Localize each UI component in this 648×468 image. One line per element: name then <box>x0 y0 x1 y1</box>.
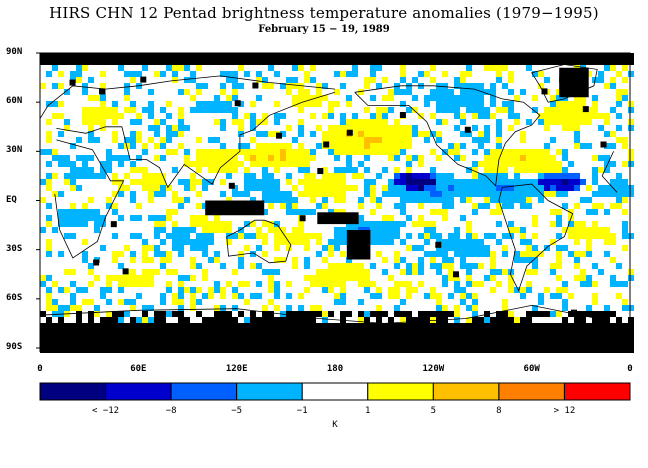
y-tick-label: 60N <box>6 96 23 107</box>
x-tick-label: 60W <box>523 364 540 374</box>
coastline-7 <box>39 304 598 324</box>
colorbar-swatch <box>236 382 303 401</box>
y-tick-label: EQ <box>6 194 17 205</box>
axis-ticks <box>36 52 631 352</box>
colorbar-label: 5 <box>430 406 437 416</box>
chart-subtitle: February 15 − 19, 1989 <box>258 24 390 35</box>
colorbar-label: −8 <box>165 406 177 416</box>
colorbar-swatch <box>105 382 172 401</box>
x-tick-label: 0 <box>37 364 43 374</box>
colorbar-swatch <box>432 382 500 401</box>
y-tick-label: 30S <box>6 243 23 254</box>
colorbar-label: 1 <box>365 406 371 416</box>
coastline-5 <box>498 183 574 292</box>
x-tick-label: 180 <box>326 364 344 374</box>
coastline-1 <box>56 91 336 189</box>
colorbar-label: −5 <box>231 406 243 416</box>
x-tick-label: 60E <box>130 364 147 374</box>
coastline-0 <box>54 139 618 259</box>
colorbar-swatch <box>563 382 631 401</box>
y-tick-label: 90S <box>6 342 23 352</box>
colorbar-swatch <box>170 382 238 401</box>
colorbar-unit: K <box>332 420 338 430</box>
colorbar-label: < −12 <box>92 406 120 416</box>
y-tick-label: 30N <box>6 145 23 156</box>
colorbar-swatch <box>498 382 565 401</box>
x-tick-label: 120E <box>225 364 248 374</box>
colorbar-label: 8 <box>496 406 502 416</box>
y-tick-label: 90N <box>6 47 23 57</box>
x-tick-label: 120W <box>422 364 445 374</box>
colorbar-swatch <box>39 382 107 401</box>
colorbar-label: > 12 <box>553 406 576 416</box>
coastline-2 <box>39 75 336 119</box>
colorbar-label: −1 <box>296 406 308 416</box>
coastline-6 <box>531 64 598 103</box>
anomaly-field <box>40 53 634 353</box>
x-tick-label: 0 <box>627 364 633 374</box>
colorbar-swatch <box>367 382 434 401</box>
colorbar <box>39 382 631 401</box>
coastline-3 <box>226 219 292 264</box>
coastline-4 <box>354 85 541 187</box>
chart-title: HIRS CHN 12 Pentad brightness temperatur… <box>49 4 599 22</box>
colorbar-swatch <box>301 382 369 401</box>
y-tick-label: 60S <box>6 292 23 303</box>
coastlines <box>39 64 618 324</box>
